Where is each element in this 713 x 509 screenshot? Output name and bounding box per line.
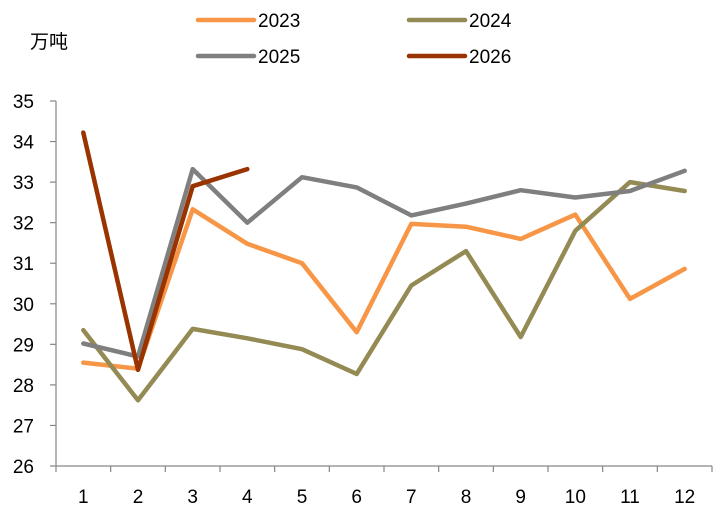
legend-label-2026: 2026: [469, 47, 511, 68]
x-tick-label: 10: [565, 487, 586, 508]
legend-label-2024: 2024: [469, 11, 512, 32]
series-line-2024: [81, 179, 687, 403]
y-tick-label: 31: [13, 254, 34, 275]
x-tick-label: 12: [674, 487, 695, 508]
y-tick-label: 29: [13, 335, 34, 356]
x-tick-label: 5: [297, 487, 308, 508]
y-tick-label: 34: [13, 133, 35, 154]
y-tick-label: 27: [13, 416, 34, 437]
series-line-2026: [81, 130, 250, 373]
y-tick-label: 26: [13, 457, 34, 478]
x-tick-label: 2: [133, 487, 144, 508]
x-tick-label: 1: [78, 487, 89, 508]
y-tick-label: 35: [13, 92, 34, 113]
legend-label-2025: 2025: [258, 47, 300, 68]
y-tick-label: 32: [13, 214, 34, 235]
x-tick-label: 4: [242, 487, 253, 508]
y-tick-label: 28: [13, 376, 34, 397]
x-tick-label: 8: [461, 487, 472, 508]
series-lines: [81, 130, 687, 403]
x-tick-label: 9: [515, 487, 526, 508]
x-tick-label: 6: [351, 487, 362, 508]
y-unit-label: 万吨: [30, 31, 68, 53]
x-tick-label: 11: [620, 487, 640, 508]
y-tick-label: 33: [13, 173, 34, 194]
legend: 2023 2024 2025 2026: [195, 11, 512, 68]
series-line-2025: [81, 166, 687, 359]
y-tick-label: 30: [13, 295, 34, 316]
series-line-2023: [81, 207, 687, 371]
x-tick-label: 7: [406, 487, 417, 508]
legend-label-2023: 2023: [258, 11, 300, 32]
x-tick-label: 3: [187, 487, 198, 508]
